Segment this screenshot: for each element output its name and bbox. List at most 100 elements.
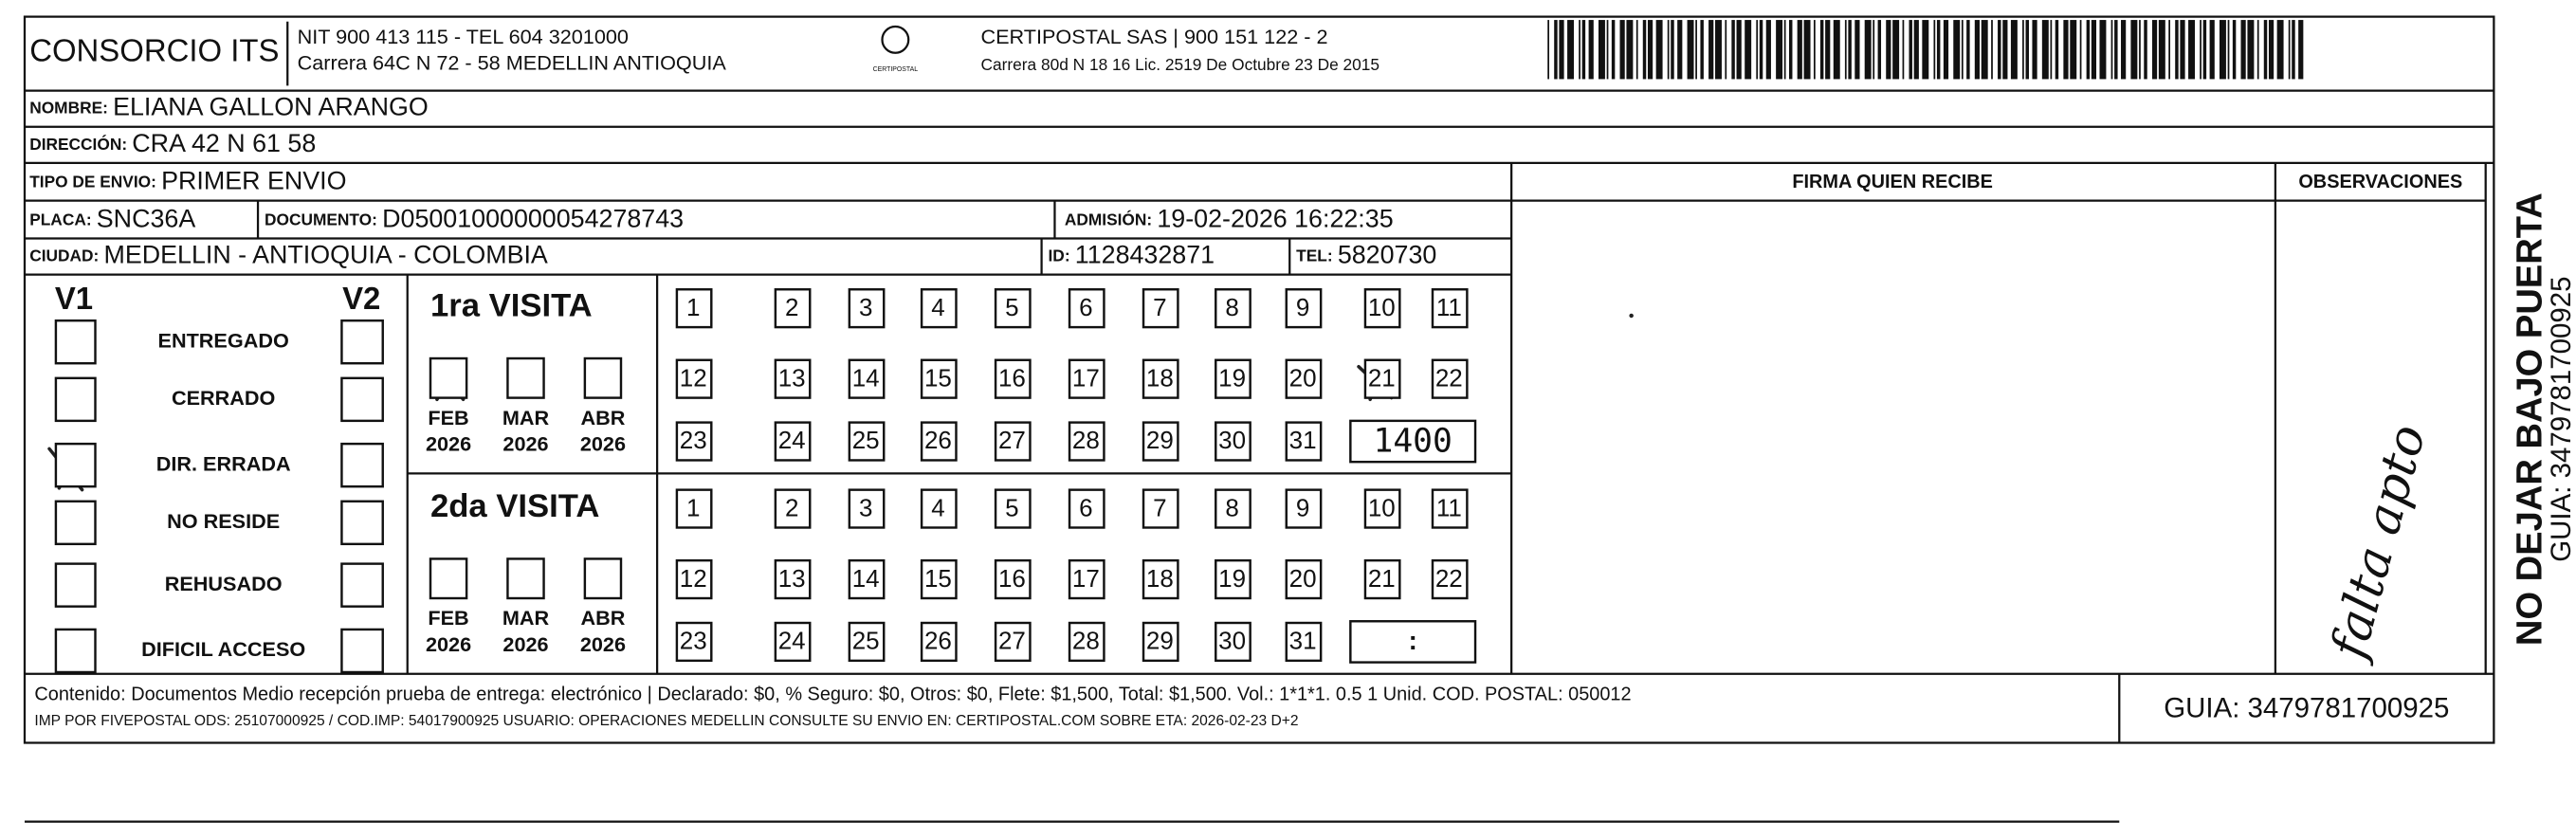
month-label: FEB (428, 606, 468, 630)
month-checkbox (429, 557, 468, 600)
bar (2298, 20, 2304, 80)
field-label: DOCUMENTO: (265, 210, 377, 228)
day-box (920, 488, 958, 529)
bar (1765, 20, 1771, 80)
v1-checkbox (54, 442, 97, 488)
day-box (774, 621, 812, 663)
day-number: 7 (1153, 493, 1166, 521)
v2-checkbox (340, 562, 384, 608)
bar (2114, 20, 2118, 80)
day-box (1068, 488, 1105, 529)
reason-label: CERRADO (172, 386, 275, 410)
bar (2288, 20, 2291, 80)
day-box (1285, 558, 1323, 600)
carrier-address: Carrera 80d N 18 16 Lic. 2519 De Octubre… (980, 55, 1379, 74)
bar (1598, 20, 1605, 80)
day-number: 24 (778, 627, 806, 655)
day-number: 18 (1146, 564, 1174, 593)
bar (2202, 20, 2207, 80)
bar (2025, 20, 2029, 80)
day-box (774, 558, 812, 600)
month-checkbox (506, 356, 545, 399)
day-number: 1 (686, 493, 700, 521)
footer-print-info: IMP POR FIVEPOSTAL ODS: 25107000925 / CO… (34, 713, 1298, 729)
day-number: 10 (1368, 493, 1396, 521)
day-number: 5 (1005, 493, 1018, 521)
carrier: CERTIPOSTAL SAS | 900 151 122 - 2 (980, 25, 1327, 48)
v2-checkbox (340, 376, 384, 423)
field-value: D05001000000054278743 (382, 205, 684, 233)
day-box (1285, 358, 1323, 399)
bar (2200, 20, 2201, 80)
reason-label: ENTREGADO (158, 328, 289, 352)
v1-checkbox (54, 628, 97, 674)
day-number: 29 (1146, 426, 1174, 454)
bar (1833, 20, 1840, 80)
bar (1581, 20, 1586, 80)
day-box (848, 488, 886, 529)
bar (1819, 20, 1824, 80)
bar (1647, 20, 1653, 80)
bar (1936, 20, 1941, 80)
day-number: 26 (924, 627, 952, 655)
day-box (994, 288, 1032, 329)
bar (2276, 20, 2284, 80)
day-box (675, 358, 713, 399)
day-number: 12 (680, 363, 707, 392)
bar (1783, 20, 1786, 80)
day-number: 26 (924, 426, 952, 454)
field: ID: 1128432871 (1049, 241, 1215, 269)
day-box (1431, 558, 1469, 600)
day-box (1068, 288, 1105, 329)
day-box (1431, 358, 1469, 399)
day-number: 16 (998, 564, 1026, 593)
day-number: 28 (1072, 426, 1100, 454)
field-value: CRA 42 N 61 58 (132, 129, 316, 157)
bar (2219, 20, 2226, 80)
day-number: 4 (931, 293, 944, 321)
bar (1873, 20, 1875, 80)
field: TEL: 5820730 (1296, 241, 1436, 269)
bar (1708, 20, 1714, 80)
bar (1695, 20, 1697, 80)
day-number: 16 (998, 363, 1026, 392)
day-number: 1 (686, 293, 700, 321)
time-box (1349, 620, 1477, 664)
bar (2130, 20, 2138, 80)
field-label: PLACA: (29, 210, 91, 228)
field: DOCUMENTO: D05001000000054278743 (265, 205, 684, 233)
bar (1759, 20, 1763, 80)
bar (2091, 20, 2097, 80)
bar (1736, 20, 1742, 80)
bar (2139, 20, 2141, 80)
day-box (1285, 421, 1323, 462)
bar (2110, 20, 2113, 80)
month-checkbox (583, 356, 623, 399)
bar (2158, 20, 2165, 80)
field: CIUDAD: MEDELLIN - ANTIOQUIA - COLOMBIA (29, 241, 548, 269)
bar (2050, 20, 2053, 80)
day-box (1431, 288, 1469, 329)
day-box (1363, 558, 1401, 600)
bar (2022, 20, 2024, 80)
bar (1864, 20, 1872, 80)
field-label: DIRECCIÓN: (29, 134, 127, 153)
v2-checkbox (340, 500, 384, 546)
day-number: 19 (1218, 564, 1246, 593)
bar (1961, 20, 1964, 80)
day-box (848, 621, 886, 663)
bar (2263, 20, 2268, 80)
field: DIRECCIÓN: CRA 42 N 61 58 (29, 129, 316, 157)
bar (1922, 20, 1929, 80)
day-number: 6 (1079, 493, 1092, 521)
bar (2144, 20, 2147, 80)
bar (1655, 20, 1663, 80)
bar (1803, 20, 1811, 80)
field-value: ELIANA GALLON ARANGO (113, 93, 429, 121)
day-box (1215, 558, 1251, 600)
bar (1981, 20, 1988, 80)
day-box (774, 421, 812, 462)
day-box (675, 288, 713, 329)
bar (1797, 20, 1802, 80)
bar (1731, 20, 1735, 80)
